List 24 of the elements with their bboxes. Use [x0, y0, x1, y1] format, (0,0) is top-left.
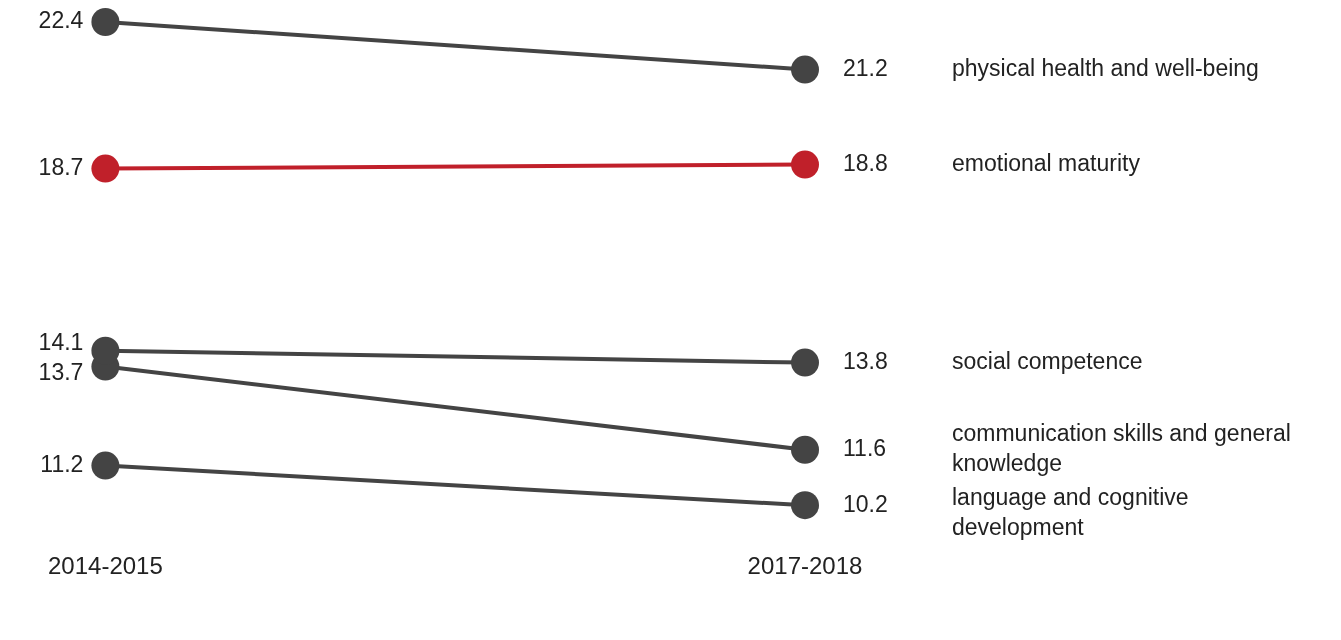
- data-label: 18.8: [843, 149, 888, 176]
- point: [791, 491, 819, 520]
- point: [791, 150, 819, 179]
- text: emotional maturity: [952, 149, 1141, 176]
- point: [91, 8, 120, 36]
- point: [91, 154, 120, 183]
- data-label: 22.4: [38, 7, 84, 34]
- data-label: 13.7: [38, 359, 84, 385]
- text: physical health and well-being: [952, 54, 1259, 81]
- x-tick-label: 2014-2015: [48, 552, 163, 580]
- data-label: 13.8: [843, 347, 888, 374]
- data-label: 21.2: [843, 54, 888, 81]
- text: language and cognitive development: [952, 484, 1189, 541]
- point: [791, 348, 819, 377]
- x-tick-label: 2017-2018: [747, 552, 863, 580]
- point: [791, 435, 819, 464]
- text: social competence: [952, 347, 1143, 374]
- data-label: 11.2: [40, 450, 84, 477]
- data-label: 10.2: [843, 490, 888, 517]
- point: [791, 55, 819, 84]
- data-label: 14.1: [38, 329, 84, 355]
- data-label: 11.6: [843, 435, 887, 462]
- point: [91, 451, 120, 480]
- data-label: 18.7: [38, 153, 84, 180]
